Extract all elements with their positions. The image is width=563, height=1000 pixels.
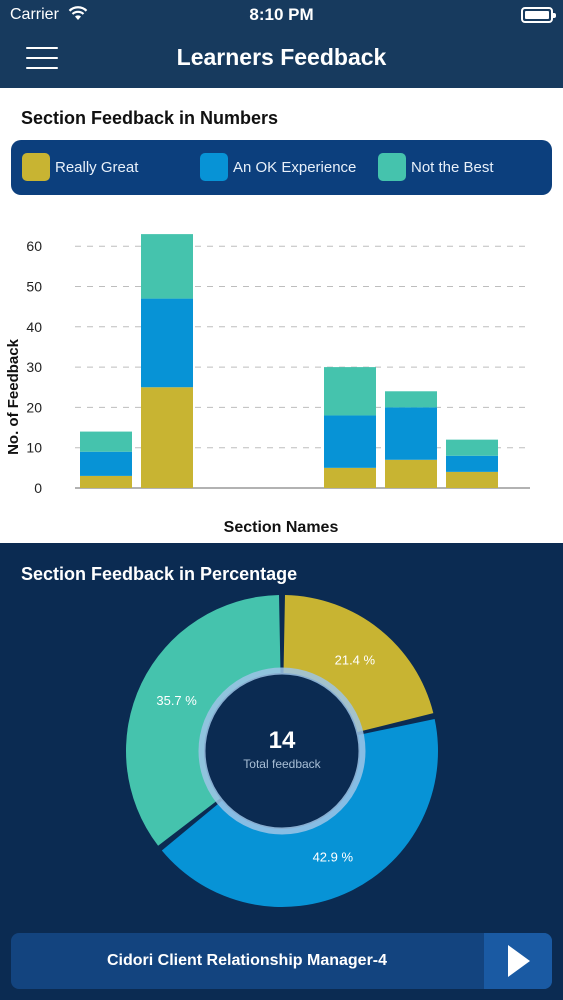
donut-slice[interactable]	[126, 595, 281, 846]
battery-icon	[521, 7, 556, 23]
bar-segment[interactable]	[385, 459, 437, 488]
bar-segment[interactable]	[324, 367, 376, 416]
slice-percent-label: 42.9 %	[313, 849, 354, 864]
bar-segment[interactable]	[141, 234, 193, 299]
legend-label: Really Great	[55, 158, 139, 176]
carrier-label: Carrier	[10, 6, 59, 23]
legend-label: Not the Best	[411, 158, 494, 176]
bar-segment[interactable]	[446, 439, 498, 456]
total-feedback-label: Total feedback	[243, 757, 321, 771]
hamburger-menu-icon[interactable]	[26, 47, 58, 69]
total-feedback-value: 14	[269, 727, 296, 754]
y-tick-label: 30	[26, 359, 42, 375]
y-tick-label: 0	[34, 480, 42, 496]
y-tick-label: 50	[26, 279, 42, 295]
slice-percent-label: 35.7 %	[156, 693, 197, 708]
donut-hole	[206, 675, 358, 827]
legend-swatch	[200, 153, 228, 181]
legend-item-not-the-best[interactable]: Not the Best	[378, 153, 494, 181]
y-axis-label: No. of Feedback	[5, 338, 22, 455]
status-bar: Carrier 8:10 PM	[0, 0, 563, 30]
bar-segment[interactable]	[80, 475, 132, 488]
slice-percent-label: 21.4 %	[335, 652, 376, 667]
bar-segment[interactable]	[141, 298, 193, 388]
x-axis-label: Section Names	[224, 519, 339, 536]
bar-segment[interactable]	[141, 387, 193, 488]
chart-legend: Really Great An OK Experience Not the Be…	[11, 140, 552, 195]
wifi-icon	[68, 6, 88, 20]
y-tick-label: 10	[26, 440, 42, 456]
legend-swatch	[378, 153, 406, 181]
legend-item-ok-experience[interactable]: An OK Experience	[200, 153, 356, 181]
bar-segment[interactable]	[446, 455, 498, 472]
bar-segment[interactable]	[80, 451, 132, 476]
section-selector-bar[interactable]: Cidori Client Relationship Manager-4	[11, 933, 552, 989]
legend-label: An OK Experience	[233, 158, 357, 176]
y-tick-label: 60	[26, 238, 42, 254]
numbers-panel: Section Feedback in Numbers Really Great…	[0, 88, 563, 543]
donut-inner-ring	[198, 667, 366, 835]
percentage-section-title: Section Feedback in Percentage	[21, 564, 298, 584]
stacked-bar-chart: 0 10 20 30 40 50 60 No. of Feedback Section Na…	[5, 234, 530, 536]
section-name: Cidori Client Relationship Manager-4	[106, 952, 388, 969]
y-tick-label: 20	[26, 399, 42, 415]
bar-segment[interactable]	[385, 407, 437, 460]
donut-slice[interactable]	[161, 718, 439, 908]
bar-segment[interactable]	[324, 415, 376, 468]
donut-slice[interactable]	[283, 595, 434, 733]
legend-swatch	[22, 153, 50, 181]
nav-bar: Learners Feedback	[0, 30, 563, 88]
bar-segment[interactable]	[324, 467, 376, 488]
bar-segment[interactable]	[446, 471, 498, 488]
numbers-section-title: Section Feedback in Numbers	[21, 108, 279, 128]
donut-chart: 14 Total feedback 21.4 % 42.9 % 35.7 %	[126, 595, 439, 908]
clock: 8:10 PM	[249, 5, 314, 24]
page-title: Learners Feedback	[176, 44, 387, 70]
bar-segment[interactable]	[385, 391, 437, 408]
legend-item-really-great[interactable]: Really Great	[22, 153, 138, 181]
y-tick-label: 40	[26, 319, 42, 335]
bar-segment[interactable]	[80, 431, 132, 452]
play-icon[interactable]	[484, 933, 552, 989]
